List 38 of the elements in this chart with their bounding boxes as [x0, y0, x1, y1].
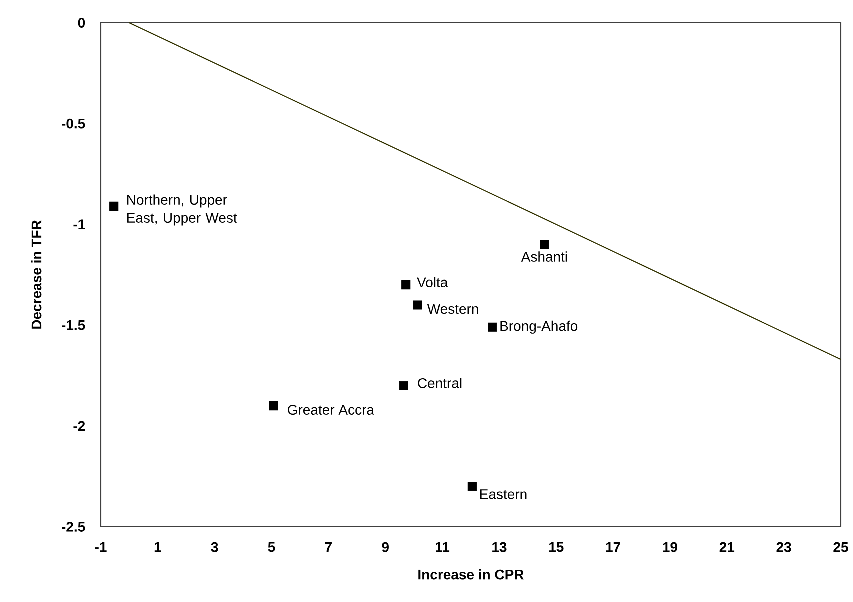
x-tick-label: 7: [325, 542, 332, 552]
x-tick-label: 21: [720, 542, 735, 552]
x-axis-title: Increase in CPR: [418, 569, 524, 580]
point: [540, 240, 550, 250]
x-tick-label: 5: [268, 542, 276, 552]
annotation: Volta: [417, 277, 448, 288]
point: [399, 381, 408, 390]
annotation: Central: [418, 378, 462, 388]
x-tick-label: 9: [382, 542, 389, 552]
x-tick-label: 15: [549, 542, 564, 552]
point: [110, 202, 119, 211]
x-tick-label: 13: [492, 542, 507, 552]
annotation: Western: [427, 304, 478, 314]
x-tick-label: -1: [95, 542, 107, 552]
y-tick-label: 0: [78, 18, 86, 28]
x-tick-label: 1: [154, 542, 162, 552]
y-tick-label: -1: [74, 220, 86, 230]
point: [488, 322, 498, 332]
point: [402, 280, 411, 290]
y-tick-label: -2: [74, 421, 86, 432]
x-tick-label: 3: [211, 542, 218, 552]
point: [468, 482, 477, 492]
x-tick-label: 19: [663, 542, 678, 552]
annotation: Brong-Ahafo: [500, 320, 578, 334]
annotation: Eastern: [480, 490, 527, 500]
x-tick-label: 11: [436, 542, 450, 552]
y-axis-title: Decrease in TFR: [31, 220, 42, 329]
point: [413, 300, 422, 310]
annotation: Northern, Upper East, Upper West: [128, 194, 238, 226]
y-tick-label: -1.5: [62, 320, 86, 330]
annotation: Ashanti: [521, 252, 568, 262]
y-tick-label: -2.5: [62, 522, 86, 532]
annotation: Greater Accra: [288, 405, 374, 415]
x-tick-label: 25: [834, 542, 848, 552]
point: [269, 401, 278, 411]
x-tick-label: 23: [776, 542, 792, 552]
x-tick-label: 17: [606, 542, 620, 552]
y-tick-label: -0.5: [62, 118, 86, 129]
